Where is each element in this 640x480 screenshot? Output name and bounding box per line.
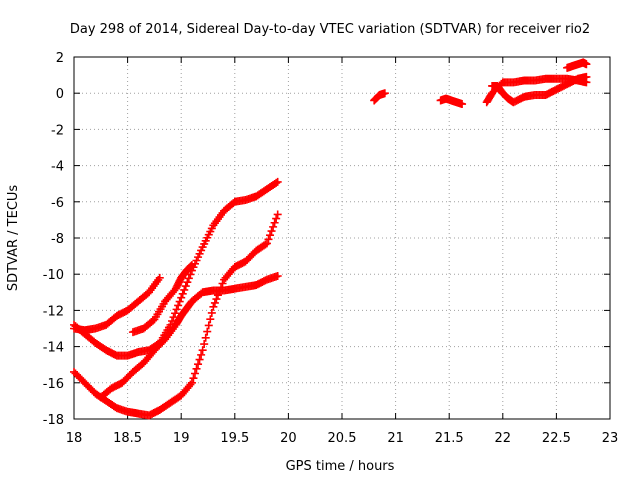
- y-tick-label: -16: [43, 377, 64, 392]
- y-tick-label: -12: [43, 304, 64, 319]
- series-track-3: [96, 272, 282, 402]
- data-point: [155, 273, 164, 282]
- data-point: [200, 340, 209, 349]
- y-tick-label: 2: [56, 51, 64, 66]
- data-point: [380, 89, 389, 98]
- data-point: [183, 278, 192, 287]
- series-track-10: [563, 58, 591, 72]
- data-point: [212, 295, 221, 304]
- data-point: [192, 364, 201, 373]
- data-point: [184, 274, 193, 283]
- x-tick-labels: 18 18.5 19 19.5 20 20.5 21 21.5 22 22.5 23: [66, 431, 619, 446]
- data-point: [210, 298, 219, 307]
- data-point: [207, 308, 216, 317]
- series-track-7: [436, 94, 467, 109]
- x-tick-label: 18.5: [113, 431, 142, 446]
- data-point: [171, 309, 180, 318]
- data-point: [272, 178, 281, 187]
- x-axis-label: GPS time / hours: [286, 459, 395, 474]
- data-point: [186, 380, 195, 389]
- y-tick-label: -18: [43, 413, 64, 428]
- y-axis-label: SDTVAR / TECUs: [6, 185, 21, 292]
- x-tick-label: 21: [387, 431, 404, 446]
- data-point: [203, 327, 212, 336]
- x-tick-label: 22: [495, 431, 512, 446]
- series-track-9: [488, 72, 591, 107]
- data-point: [178, 289, 187, 298]
- data-point: [262, 239, 271, 248]
- data-point: [269, 222, 278, 231]
- x-tick-label: 23: [602, 431, 619, 446]
- data-point: [206, 315, 215, 324]
- data-point: [209, 302, 218, 311]
- x-tick-label: 22.5: [542, 431, 571, 446]
- y-tick-labels: -18 -16 -14 -12 -10 -8 -6 -4 -2 0 2: [43, 51, 64, 428]
- data-point: [273, 177, 282, 186]
- data-point: [458, 100, 467, 109]
- data-point: [189, 374, 198, 383]
- x-tick-label: 21.5: [435, 431, 464, 446]
- y-tick-label: -10: [43, 268, 64, 283]
- data-point: [190, 369, 199, 378]
- y-tick-label: -2: [51, 123, 64, 138]
- data-point: [198, 346, 207, 355]
- data-point: [172, 305, 181, 314]
- data-point: [261, 240, 270, 249]
- grid: [74, 57, 610, 419]
- series-track-5: [128, 261, 196, 337]
- data-point: [264, 235, 273, 244]
- data-point: [266, 231, 275, 240]
- data-point: [204, 321, 213, 330]
- data-point: [273, 272, 282, 281]
- data-point: [272, 214, 281, 223]
- x-tick-label: 20: [280, 431, 297, 446]
- data-point: [195, 355, 204, 364]
- data-point: [270, 218, 279, 227]
- series-track-6: [370, 89, 389, 105]
- axis-ticks: [73, 56, 611, 420]
- data-point: [187, 261, 196, 270]
- chart-title: Day 298 of 2014, Sidereal Day-to-day VTE…: [70, 22, 590, 37]
- series-track-2: [70, 210, 282, 420]
- data-point: [194, 360, 203, 369]
- series-track-4: [70, 273, 164, 335]
- y-tick-label: -14: [43, 341, 64, 356]
- data-point: [197, 350, 206, 359]
- data-point: [273, 210, 282, 219]
- data-point: [177, 293, 186, 302]
- data-series: [70, 58, 591, 420]
- data-point: [180, 285, 189, 294]
- series-track-8: [482, 74, 591, 107]
- data-point: [174, 301, 183, 310]
- y-tick-label: 0: [56, 87, 64, 102]
- x-tick-label: 19.5: [220, 431, 249, 446]
- y-tick-label: -6: [51, 196, 64, 211]
- x-tick-label: 18: [66, 431, 83, 446]
- data-point: [181, 282, 190, 291]
- data-point: [582, 72, 591, 81]
- data-point: [218, 279, 227, 288]
- y-tick-label: -4: [51, 160, 64, 175]
- data-point: [169, 313, 178, 322]
- x-tick-label: 20.5: [328, 431, 357, 446]
- y-tick-label: -8: [51, 232, 64, 247]
- x-tick-label: 19: [173, 431, 190, 446]
- series-track-1: [70, 177, 282, 360]
- data-point: [175, 297, 184, 306]
- data-point: [267, 227, 276, 236]
- data-point: [201, 333, 210, 342]
- data-point: [582, 60, 591, 69]
- data-point: [187, 378, 196, 387]
